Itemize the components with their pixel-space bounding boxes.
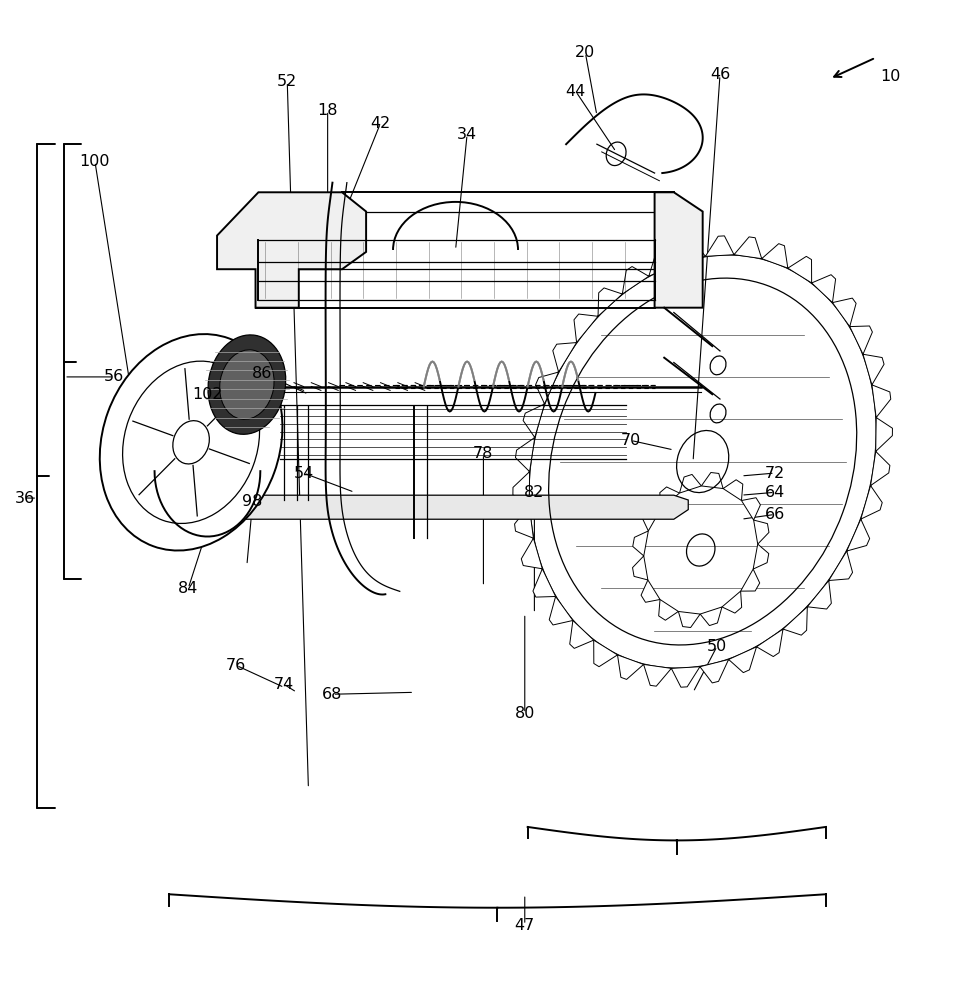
Polygon shape	[812, 275, 836, 303]
Polygon shape	[783, 607, 807, 635]
Text: 18: 18	[318, 103, 338, 118]
Text: 100: 100	[80, 154, 110, 169]
Polygon shape	[875, 418, 893, 451]
Polygon shape	[514, 506, 534, 538]
Polygon shape	[753, 544, 768, 569]
Polygon shape	[754, 520, 768, 544]
Text: 68: 68	[323, 687, 343, 702]
Polygon shape	[553, 343, 577, 372]
Text: 50: 50	[707, 639, 727, 654]
Polygon shape	[671, 667, 700, 687]
Polygon shape	[521, 538, 542, 569]
Polygon shape	[535, 372, 559, 404]
Polygon shape	[660, 487, 680, 509]
Text: 82: 82	[524, 485, 544, 500]
Text: 102: 102	[193, 387, 222, 402]
Polygon shape	[829, 551, 852, 581]
Text: 64: 64	[765, 485, 785, 500]
Polygon shape	[655, 192, 703, 308]
Ellipse shape	[100, 334, 282, 551]
Polygon shape	[722, 591, 742, 613]
Polygon shape	[872, 385, 891, 418]
Text: 44: 44	[565, 84, 586, 99]
Text: 80: 80	[514, 706, 535, 721]
Polygon shape	[515, 437, 534, 472]
Polygon shape	[643, 664, 671, 686]
Text: 86: 86	[252, 366, 273, 381]
Text: 54: 54	[294, 466, 314, 481]
Polygon shape	[807, 581, 831, 609]
Polygon shape	[633, 556, 648, 580]
Polygon shape	[863, 354, 884, 385]
Polygon shape	[701, 472, 723, 489]
Text: 46: 46	[710, 67, 730, 82]
Polygon shape	[641, 580, 660, 602]
Polygon shape	[649, 250, 677, 276]
Polygon shape	[678, 611, 700, 628]
Polygon shape	[622, 267, 649, 294]
Polygon shape	[570, 620, 594, 648]
Polygon shape	[757, 629, 783, 657]
Text: 20: 20	[575, 45, 595, 60]
Polygon shape	[226, 495, 689, 519]
Polygon shape	[549, 596, 573, 625]
Text: 47: 47	[514, 918, 534, 933]
Polygon shape	[574, 314, 598, 343]
Polygon shape	[659, 599, 678, 620]
Text: 52: 52	[277, 74, 298, 89]
Polygon shape	[633, 531, 648, 556]
Text: 10: 10	[880, 69, 900, 84]
Polygon shape	[849, 326, 872, 354]
Polygon shape	[846, 519, 870, 551]
Polygon shape	[641, 509, 661, 531]
Text: 66: 66	[765, 507, 785, 522]
Text: 36: 36	[14, 491, 35, 506]
Polygon shape	[533, 569, 556, 597]
Polygon shape	[523, 404, 544, 437]
Polygon shape	[594, 640, 617, 667]
Polygon shape	[617, 655, 643, 679]
Polygon shape	[677, 240, 706, 264]
Polygon shape	[742, 498, 761, 520]
Polygon shape	[762, 244, 788, 268]
Polygon shape	[700, 659, 729, 683]
Polygon shape	[723, 480, 742, 501]
Ellipse shape	[220, 350, 274, 419]
Text: 56: 56	[104, 369, 124, 384]
Polygon shape	[513, 472, 530, 506]
Polygon shape	[832, 298, 856, 327]
Polygon shape	[861, 486, 882, 519]
Text: 70: 70	[620, 433, 640, 448]
Polygon shape	[871, 451, 890, 486]
Text: 74: 74	[274, 677, 295, 692]
Text: 76: 76	[226, 658, 247, 673]
Polygon shape	[680, 474, 701, 493]
Text: 42: 42	[371, 116, 391, 131]
Text: 98: 98	[243, 494, 263, 509]
Text: 78: 78	[473, 446, 494, 461]
Ellipse shape	[208, 335, 286, 434]
Polygon shape	[729, 647, 757, 673]
Polygon shape	[598, 288, 622, 316]
Polygon shape	[741, 569, 760, 591]
Polygon shape	[734, 237, 762, 259]
Polygon shape	[788, 256, 812, 283]
Text: 84: 84	[178, 581, 198, 596]
Text: 72: 72	[765, 466, 785, 481]
Polygon shape	[217, 192, 366, 308]
Polygon shape	[706, 236, 734, 256]
Polygon shape	[700, 607, 722, 626]
Text: 34: 34	[457, 127, 477, 142]
